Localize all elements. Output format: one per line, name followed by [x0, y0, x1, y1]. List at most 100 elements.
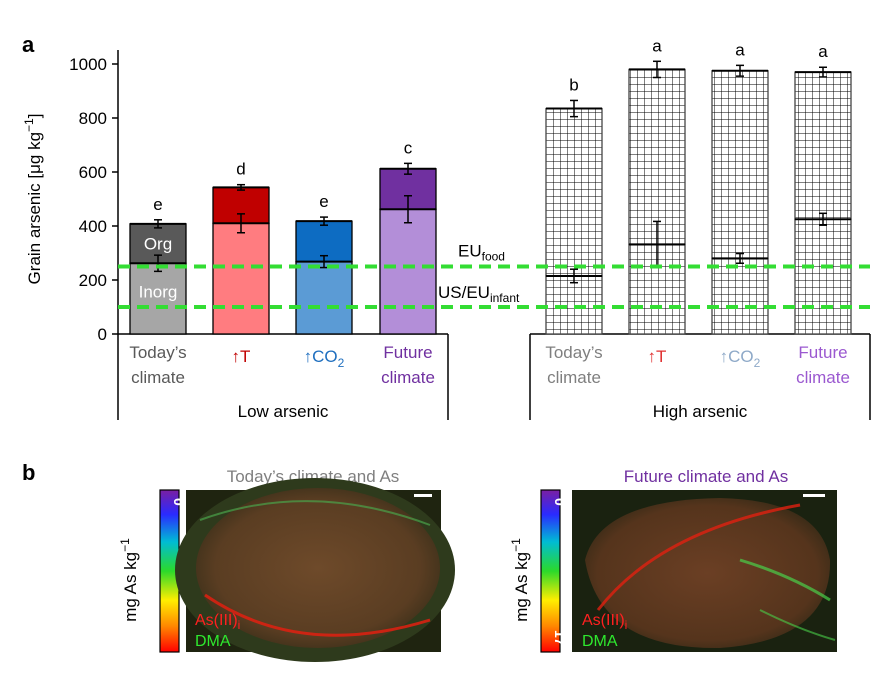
bar-inorganic	[379, 208, 437, 335]
legend-as-text: As(III)	[195, 612, 238, 629]
grain-body-today	[196, 488, 440, 648]
y-axis-title-end: ]	[25, 114, 44, 119]
legend-dma-today: DMA	[195, 633, 231, 650]
colorbar-bottom-future: 17	[552, 630, 568, 646]
panel-a-letter: a	[22, 32, 35, 57]
image-title-today: Today’s climate and As	[227, 467, 400, 486]
reference-label-sub: infant	[490, 291, 520, 305]
legend-as-future: As(III)i	[582, 612, 627, 632]
colorbar-label-today: mg As kg−1	[118, 538, 140, 622]
category-label-line1: Today’s	[545, 343, 602, 362]
category-label: ↑T	[232, 347, 251, 366]
category-label-line2: climate	[796, 368, 850, 387]
significance-letter: b	[569, 75, 578, 94]
grain-dma-rim-future	[739, 558, 831, 602]
category-label-line2: climate	[381, 368, 435, 387]
map-image-future: Future climate and As mg As kg−1 0 17 As…	[509, 467, 837, 653]
reference-label-text: EU	[458, 242, 482, 261]
colorbar-label-sup: −1	[509, 538, 523, 552]
y-tick-label: 200	[79, 271, 107, 290]
legend-as-sub: i	[625, 618, 628, 632]
segment-label-organic: Org	[144, 235, 172, 254]
colorbar-future	[540, 489, 561, 653]
grain-dma-rim2-future	[759, 609, 836, 641]
category-label-sub: 2	[754, 356, 761, 370]
reference-line-label: US/EUinfant	[438, 283, 520, 305]
significance-letter: a	[735, 40, 745, 59]
significance-letter: a	[652, 36, 662, 55]
bar-inorganic	[711, 257, 769, 335]
category-label-line1: ↑T	[648, 347, 667, 366]
category-label-line1: ↑CO	[720, 347, 754, 366]
legend-as-text: As(III)	[582, 612, 625, 629]
bar-inorganic	[212, 222, 270, 335]
category-label: ↑T	[648, 347, 667, 366]
significance-letter: a	[818, 42, 828, 61]
category-label-line1: Future	[383, 343, 432, 362]
colorbar-label-sup: −1	[118, 538, 132, 552]
group-label: Low arsenic	[238, 402, 329, 421]
colorbar-top-today: 0	[171, 498, 187, 506]
category-label-sub: 2	[338, 356, 345, 370]
y-tick-label: 0	[98, 325, 107, 344]
bar-organic	[295, 220, 353, 263]
bar-inorganic	[545, 275, 603, 335]
bar-chart: 0 200 400 600 800 1000 Grain arsenic [μg kg−1]…	[22, 36, 871, 421]
map-image-today: Today’s climate and As mg As kg−1 0 As(I…	[118, 467, 455, 662]
bar-organic	[794, 71, 852, 220]
category-label: Future	[383, 343, 432, 362]
legend-as-sub: i	[238, 618, 241, 632]
category-label: Future	[798, 343, 847, 362]
category-label-line1: ↑CO	[304, 347, 338, 366]
y-axis-title-sup: −1	[22, 118, 36, 132]
grain-as-rim-today	[204, 593, 431, 637]
legend-dma-future: DMA	[582, 633, 618, 650]
category-label-line2: climate	[131, 368, 185, 387]
bar-organic	[628, 68, 686, 246]
y-tick-label: 600	[79, 163, 107, 182]
category-label-line1: Future	[798, 343, 847, 362]
group-brackets: Low arsenic High arsenic	[117, 334, 871, 421]
legend-as-today: As(III)i	[195, 612, 240, 632]
bar-inorganic	[794, 218, 852, 335]
segment-label-inorganic: Inorg	[139, 282, 178, 301]
significance-letter: d	[236, 160, 245, 179]
category-label: Today’s	[129, 343, 186, 362]
grain-as-rim-future	[596, 503, 801, 611]
scale-bar-today	[414, 494, 432, 497]
bars: e d e c b a a a Org Inorg	[129, 36, 852, 335]
y-axis-title-text: Grain arsenic [μg kg	[25, 132, 44, 284]
reference-label-text: US/EU	[438, 283, 490, 302]
y-axis-title: Grain arsenic [μg kg−1]	[22, 114, 44, 285]
y-tick-label: 1000	[69, 55, 107, 74]
bar-organic	[545, 107, 603, 277]
panel-b-letter: b	[22, 460, 35, 485]
category-label: Today’s	[545, 343, 602, 362]
image-title-future: Future climate and As	[624, 467, 788, 486]
bar-inorganic	[129, 262, 187, 335]
category-label: ↑CO2	[304, 347, 345, 370]
reference-line-label: EUfood	[458, 242, 505, 264]
grain-body-future	[585, 498, 831, 649]
category-label-line1: ↑T	[232, 347, 251, 366]
y-tick-label: 400	[79, 217, 107, 236]
bar-inorganic	[295, 260, 353, 335]
significance-letter: e	[153, 195, 162, 214]
bar-organic	[711, 70, 769, 260]
group-label: High arsenic	[653, 402, 748, 421]
category-label-line1: Today’s	[129, 343, 186, 362]
category-label: ↑CO2	[720, 347, 761, 370]
reference-lines: EUfood US/EUinfant	[118, 242, 870, 309]
reference-label-sub: food	[482, 250, 505, 264]
significance-letter: e	[319, 192, 328, 211]
colorbar-top-future: 0	[552, 498, 568, 506]
scale-bar-future	[803, 494, 825, 497]
category-label-line2: climate	[547, 368, 601, 387]
colorbar-label-text: mg As kg	[512, 552, 531, 622]
colorbar-label-text: mg As kg	[121, 552, 140, 622]
colorbar-label-future: mg As kg−1	[509, 538, 531, 622]
significance-letter: c	[404, 138, 413, 157]
y-tick-label: 800	[79, 109, 107, 128]
